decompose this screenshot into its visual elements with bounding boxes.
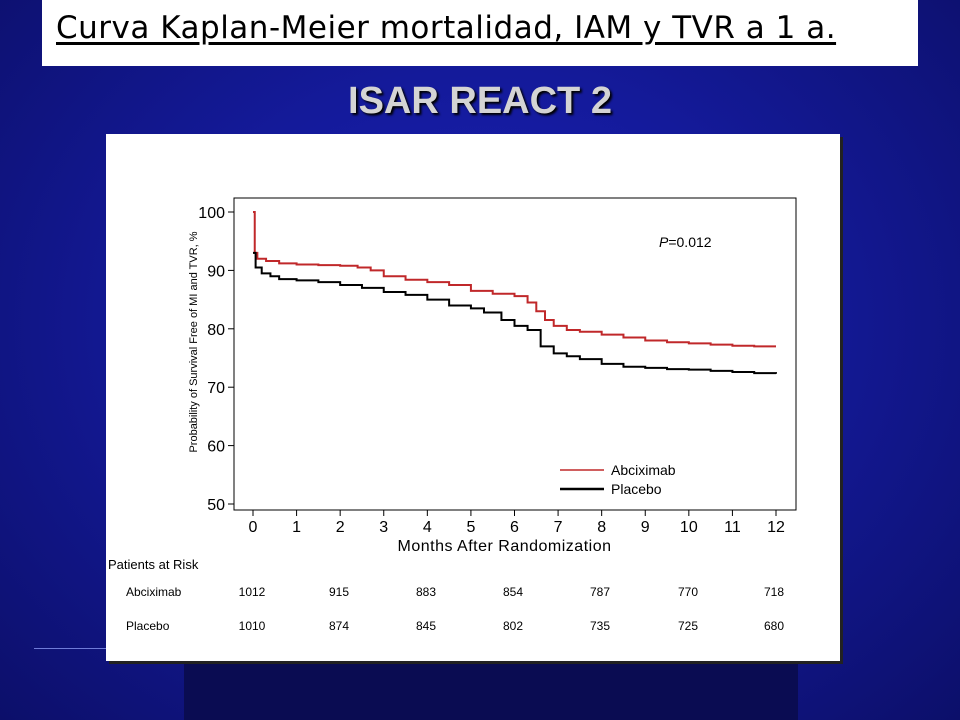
x-tick-label: 10 [680,519,698,536]
y-tick-label: 70 [207,380,225,397]
y-tick-label: 90 [207,263,225,280]
x-tick-label: 4 [423,519,432,536]
slide-subtitle: ISAR REACT 2 [348,80,612,122]
x-tick-label: 2 [336,519,345,536]
y-tick-label: 50 [207,497,225,514]
x-tick-label: 5 [466,519,475,536]
risk-cell: 770 [678,585,698,599]
risk-cell: 802 [503,619,523,633]
decorative-strip [184,662,798,720]
risk-cell: 718 [764,585,784,599]
slide-title-box: Curva Kaplan-Meier mortalidad, IAM y TVR… [42,0,918,66]
risk-cell: 845 [416,619,436,633]
x-axis-label: Months After Randomization [398,538,612,555]
risk-cell: 854 [503,585,523,599]
series-line-abciximab [253,211,776,348]
y-tick-label: 80 [207,322,225,339]
p-value-annotation: P=0.012 [659,234,712,250]
risk-cell: 1012 [239,585,266,599]
risk-cell: 915 [329,585,349,599]
y-tick-label: 100 [198,205,225,222]
x-tick-label: 9 [641,519,650,536]
chart-panel: 50 60 70 80 90 100 0 1 2 3 4 5 6 7 8 9 10 11 12 Months Afte… [106,134,840,661]
risk-cell: 787 [590,585,610,599]
x-tick-label: 12 [767,519,785,536]
legend-label-placebo: Placebo [611,481,662,497]
risk-table-title: Patients at Risk [108,557,199,572]
risk-cell: 735 [590,619,610,633]
risk-cell: 680 [764,619,784,633]
decorative-line [34,648,112,649]
y-tick-label: 60 [207,439,225,456]
risk-cell: 725 [678,619,698,633]
x-tick-label: 1 [292,519,301,536]
x-tick-label: 0 [249,519,258,536]
series-line-placebo [253,251,777,375]
x-tick-label: 7 [554,519,563,536]
risk-cell: 1010 [239,619,266,633]
legend-label-abciximab: Abciximab [611,462,676,478]
x-tick-label: 6 [510,519,519,536]
slide-title: Curva Kaplan-Meier mortalidad, IAM y TVR… [56,10,837,46]
x-tick-label: 8 [597,519,606,536]
plot-frame [233,197,797,511]
risk-cell: 883 [416,585,436,599]
y-axis-label: Probability of Survival Free of MI and T… [188,231,200,452]
x-tick-label: 11 [724,519,741,536]
x-tick-label: 3 [379,519,388,536]
risk-row-label: Abciximab [126,585,182,599]
risk-row-label: Placebo [126,619,170,633]
risk-cell: 874 [329,619,349,633]
